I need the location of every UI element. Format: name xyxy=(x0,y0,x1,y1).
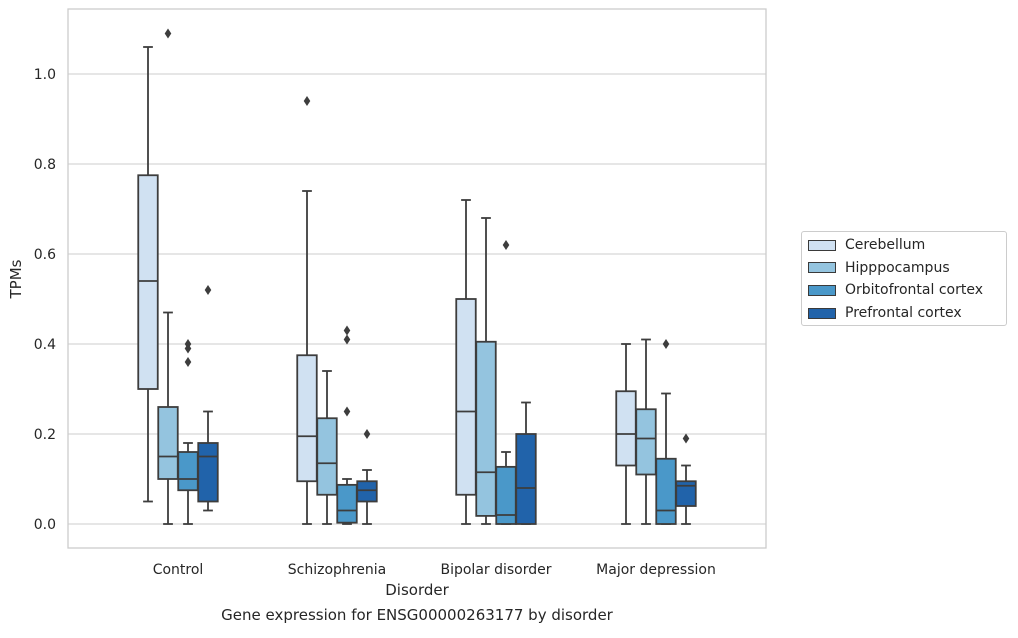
legend-swatch xyxy=(808,262,836,274)
box-body xyxy=(137,174,159,390)
box-0-2 xyxy=(455,199,477,525)
box-body xyxy=(197,442,219,503)
box-body xyxy=(157,406,179,480)
legend-item: Hipppocampus xyxy=(808,258,950,278)
box-body xyxy=(356,480,378,503)
legend-label: Prefrontal cortex xyxy=(845,305,962,322)
outlier-point xyxy=(363,429,371,439)
outlier-point xyxy=(343,325,351,336)
box-body xyxy=(336,483,358,524)
x-tick-label: Schizophrenia xyxy=(288,562,386,578)
outlier-point xyxy=(204,285,212,295)
plot-frame xyxy=(67,8,767,549)
y-axis-label: TPMs xyxy=(7,259,25,299)
box-3-1 xyxy=(356,429,378,525)
x-tick-label: Major depression xyxy=(596,562,716,578)
y-tick-label: 1.0 xyxy=(34,67,56,83)
legend-item: Cerebellum xyxy=(808,235,925,255)
legend-label: Cerebellum xyxy=(845,237,926,253)
box-body xyxy=(455,298,477,496)
box-0-0 xyxy=(137,46,159,503)
box-body xyxy=(475,340,497,517)
box-body xyxy=(675,480,697,507)
outlier-point xyxy=(343,334,351,345)
y-tick-label: 0.8 xyxy=(34,157,56,173)
outlier-point xyxy=(662,339,670,349)
y-tick-label: 0.6 xyxy=(34,247,56,263)
box-2-3 xyxy=(655,339,677,525)
box-1-1 xyxy=(316,370,338,525)
box-3-0 xyxy=(197,285,219,512)
box-body xyxy=(635,408,657,476)
legend-item: Prefrontal cortex xyxy=(808,303,962,323)
outlier-point xyxy=(682,433,690,444)
box-3-2 xyxy=(515,401,537,525)
box-1-3 xyxy=(635,338,657,525)
box-body xyxy=(177,451,199,492)
outlier-point xyxy=(303,96,311,106)
outlier-point xyxy=(502,240,510,250)
box-body xyxy=(655,457,677,525)
box-1-0 xyxy=(157,28,179,525)
box-1-2 xyxy=(475,217,497,525)
box-2-0 xyxy=(177,339,199,525)
box-body xyxy=(316,417,338,496)
x-axis-label: Disorder xyxy=(385,581,449,599)
x-tick-label: Bipolar disorder xyxy=(440,562,551,578)
outlier-point xyxy=(343,406,351,417)
legend-label: Orbitofrontal cortex xyxy=(845,282,983,299)
box-body xyxy=(515,433,537,525)
outlier-point xyxy=(184,339,192,349)
legend-swatch xyxy=(808,239,836,251)
legend: Cerebellum Hipppocampus Orbitofrontal cort… xyxy=(801,231,1007,326)
legend-item: Orbitofrontal cortex xyxy=(808,280,983,300)
box-0-3 xyxy=(615,343,637,525)
chart-caption: Gene expression for ENSG00000263177 by d… xyxy=(221,606,613,624)
box-3-3 xyxy=(675,433,697,525)
box-0-1 xyxy=(296,96,318,525)
outlier-point xyxy=(184,357,192,367)
box-2-1 xyxy=(336,325,358,525)
box-2-2 xyxy=(495,240,517,525)
y-tick-label: 0.4 xyxy=(34,337,56,353)
box-body xyxy=(296,354,318,483)
outlier-point xyxy=(164,28,172,39)
legend-label: Hipppocampus xyxy=(845,259,950,276)
legend-swatch xyxy=(808,307,836,319)
x-tick-label: Control xyxy=(153,562,204,578)
box-body xyxy=(615,390,637,467)
y-tick-label: 0.2 xyxy=(34,427,56,443)
legend-swatch xyxy=(808,284,836,296)
y-tick-label: 0.0 xyxy=(34,517,56,533)
